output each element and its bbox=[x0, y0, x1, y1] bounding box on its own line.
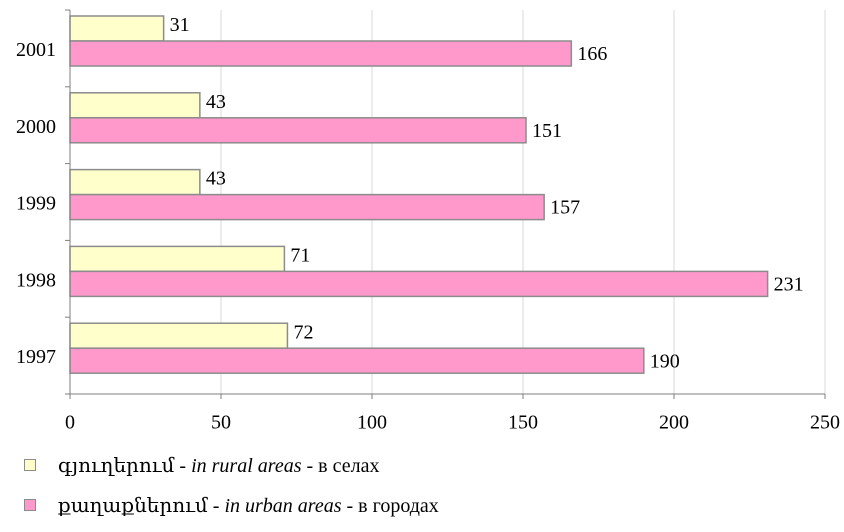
x-tick-label-0: 0 bbox=[65, 412, 75, 434]
bars bbox=[69, 15, 769, 374]
rural-data-label-1998: 71 bbox=[290, 244, 310, 266]
rural-data-label-1997: 72 bbox=[293, 321, 313, 343]
x-tick-label-250: 250 bbox=[810, 412, 840, 434]
legend-item-rural: գյուղերում - in rural areas - в селах bbox=[24, 453, 824, 477]
y-tick-label-1997: 1997 bbox=[16, 346, 56, 368]
legend-swatch-rural bbox=[24, 459, 36, 471]
legend-urban-russian-text: в городах bbox=[358, 494, 439, 517]
rural-bar-1997 bbox=[69, 322, 289, 349]
legend-rural-separator-1: - bbox=[174, 454, 192, 477]
legend-rural-separator-2: - bbox=[301, 454, 319, 477]
urban-bar-1997 bbox=[69, 347, 645, 374]
y-tick-label-2001: 2001 bbox=[16, 39, 56, 61]
urban-data-label-2001: 166 bbox=[577, 43, 607, 65]
urban-data-label-2000: 151 bbox=[532, 120, 562, 142]
rural-bar-2001 bbox=[69, 15, 165, 42]
rural-data-label-2001: 31 bbox=[170, 14, 190, 36]
rural-data-label-1999: 43 bbox=[206, 168, 226, 190]
urban-data-label-1997: 190 bbox=[650, 350, 680, 372]
urban-bar-1999 bbox=[69, 193, 545, 221]
legend-label-rural: գյուղերում - in rural areas - в селах bbox=[58, 453, 379, 478]
x-tick-label-100: 100 bbox=[357, 412, 387, 434]
legend-swatch-urban bbox=[24, 499, 36, 511]
urban-data-label-1998: 231 bbox=[774, 273, 804, 295]
legend-item-urban: քաղաքներում - in urban areas - в городах bbox=[24, 493, 824, 517]
urban-bar-2001 bbox=[69, 40, 573, 67]
legend-urban-separator-2: - bbox=[341, 494, 359, 517]
y-tick-label-1999: 1999 bbox=[16, 193, 56, 215]
rural-bar-2000 bbox=[69, 92, 201, 119]
rural-bar-1998 bbox=[69, 245, 286, 273]
legend-rural-russian-text: в селах bbox=[318, 454, 380, 477]
rural-bar-1999 bbox=[69, 168, 201, 196]
legend-urban-separator-1: - bbox=[207, 494, 225, 517]
rural-data-label-2000: 43 bbox=[206, 91, 226, 113]
legend-label-urban: քաղաքներում - in urban areas - в городах bbox=[58, 493, 439, 518]
axes bbox=[65, 9, 826, 399]
x-tick-label-150: 150 bbox=[508, 412, 538, 434]
urban-bar-2000 bbox=[69, 117, 527, 144]
urban-bar-1998 bbox=[69, 270, 769, 298]
y-tick-label-1998: 1998 bbox=[16, 269, 56, 291]
legend-rural-english-text: in rural areas bbox=[191, 454, 302, 477]
data-labels: 0 50 100 150 200 250 1997 72 190 1998 71 231 1999 43 1… bbox=[16, 14, 840, 434]
legend-rural-native-text: գյուղերում bbox=[58, 454, 175, 477]
x-tick-label-50: 50 bbox=[211, 412, 231, 434]
legend-urban-english-text: in urban areas bbox=[224, 494, 342, 517]
x-tick-label-200: 200 bbox=[659, 412, 689, 434]
y-tick-label-2000: 2000 bbox=[16, 116, 56, 138]
urban-data-label-1999: 157 bbox=[550, 197, 580, 219]
legend-urban-native-text: քաղաքներում bbox=[58, 494, 208, 517]
